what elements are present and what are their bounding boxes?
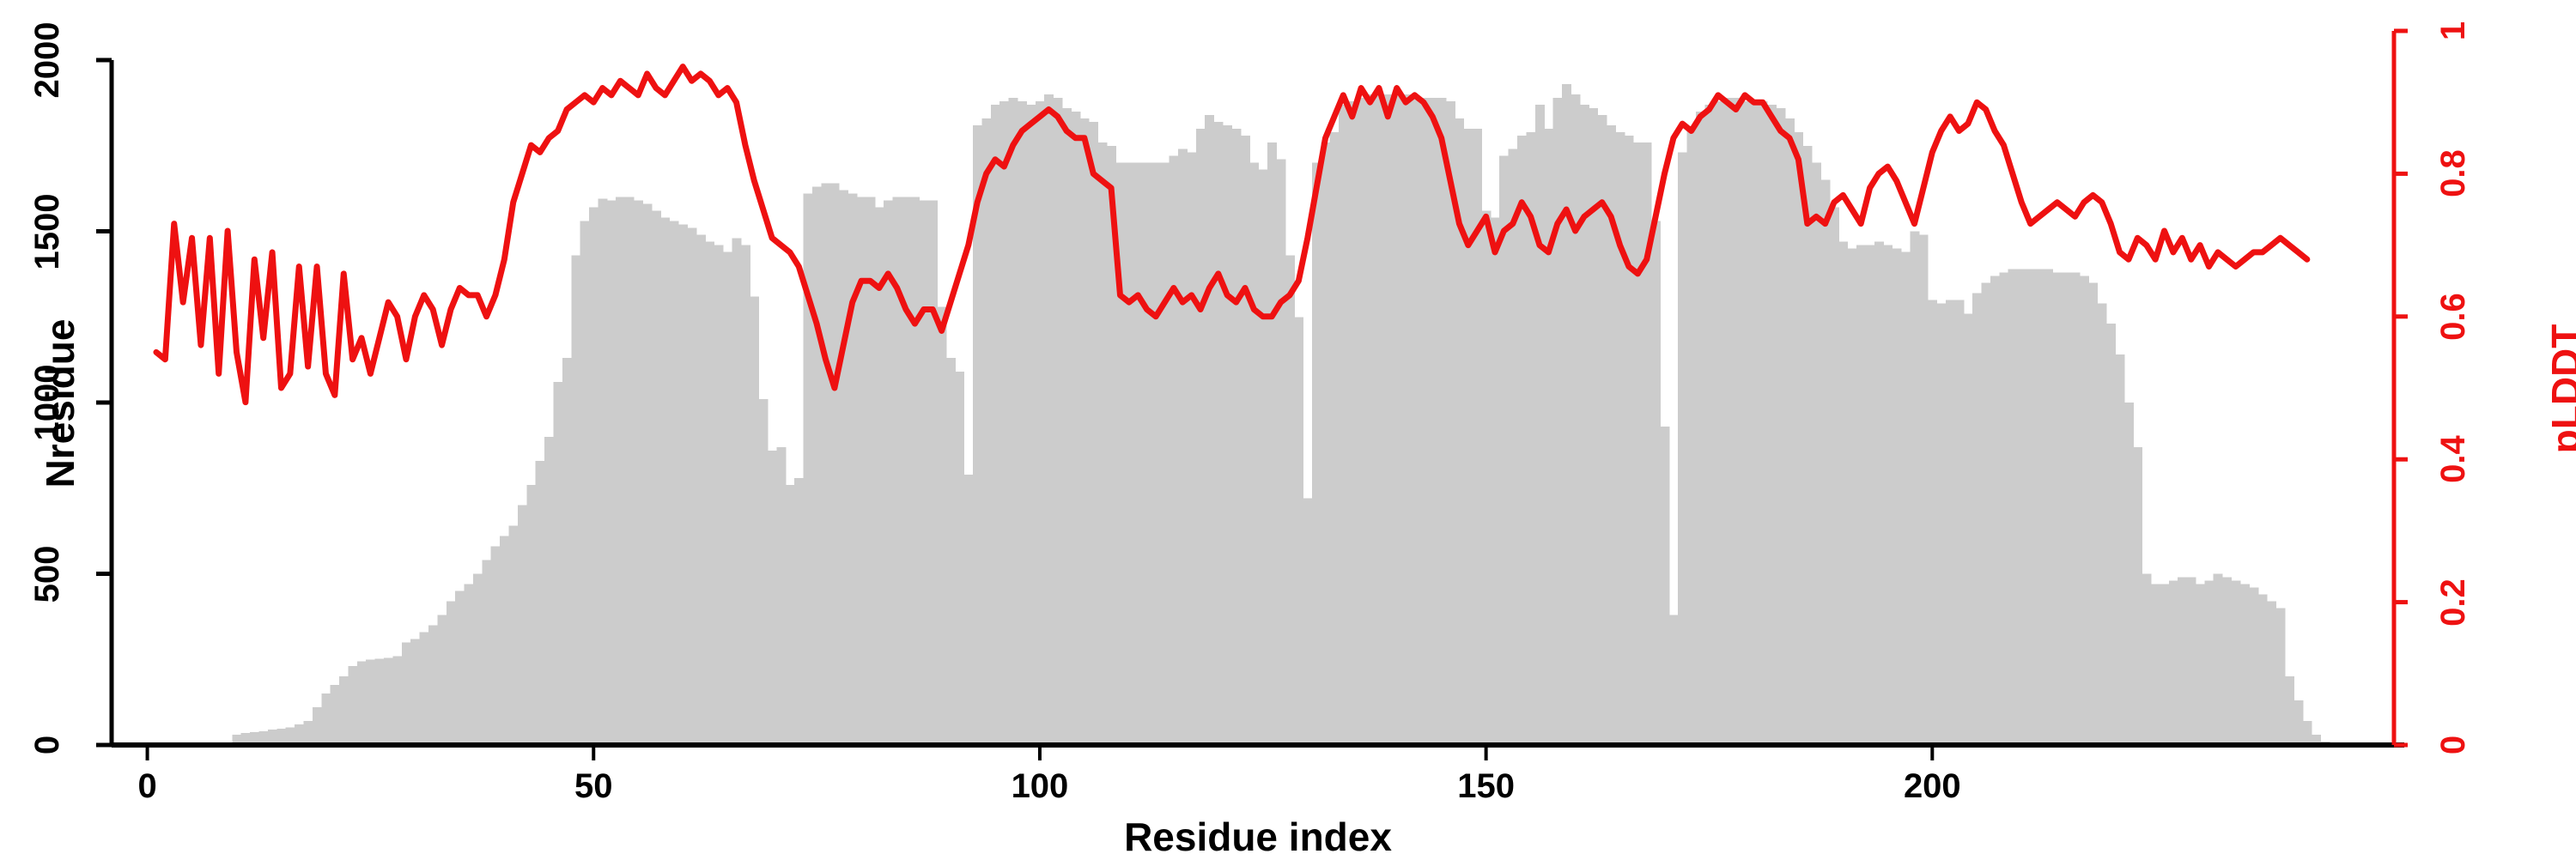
y-tick-label-left: 1000: [28, 364, 66, 441]
x-tick-label: 0: [137, 767, 157, 805]
y-tick-label-right: 0.2: [2434, 578, 2472, 627]
y-tick-label-left: 2000: [28, 21, 66, 99]
y-tick-label-right: 0: [2434, 735, 2472, 755]
bar-series: [232, 83, 2330, 746]
x-axis-title: Residue index: [1124, 815, 1392, 859]
y-tick-label-right: 0.8: [2434, 149, 2472, 198]
y-tick-label-right: 0.4: [2434, 435, 2472, 483]
x-tick-label: 50: [574, 767, 613, 805]
y-axis-title-right: pLDDT: [2543, 324, 2576, 454]
x-tick-label: 150: [1457, 767, 1515, 805]
y-tick-label-left: 1500: [28, 193, 66, 270]
y-tick-label-left: 0: [28, 735, 66, 755]
plddt-line-series: [153, 64, 2311, 406]
y-tick-label-left: 500: [28, 545, 66, 603]
x-tick-label: 200: [1903, 767, 1961, 805]
y-tick-label-right: 1: [2434, 21, 2472, 41]
y-tick-label-right: 0.6: [2434, 293, 2472, 341]
x-tick-label: 100: [1011, 767, 1069, 805]
